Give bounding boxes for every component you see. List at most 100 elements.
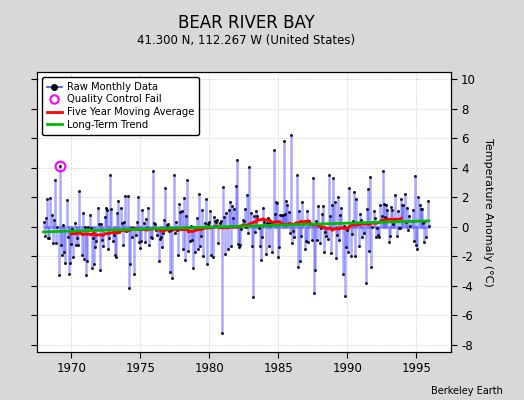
Point xyxy=(347,231,356,237)
Point xyxy=(261,251,270,258)
Point xyxy=(82,272,90,278)
Point xyxy=(364,186,372,192)
Point xyxy=(391,192,400,198)
Point xyxy=(369,208,378,214)
Point xyxy=(238,216,247,223)
Point xyxy=(52,239,60,246)
Point xyxy=(214,240,223,246)
Point xyxy=(224,207,233,214)
Point xyxy=(91,244,100,250)
Point xyxy=(144,205,152,212)
Legend: Raw Monthly Data, Quality Control Fail, Five Year Moving Average, Long-Term Tren: Raw Monthly Data, Quality Control Fail, … xyxy=(42,77,199,134)
Point xyxy=(406,222,414,229)
Point xyxy=(397,196,406,202)
Point xyxy=(312,218,320,224)
Point xyxy=(290,234,299,240)
Point xyxy=(72,242,80,248)
Point xyxy=(360,229,368,236)
Point xyxy=(339,271,347,277)
Point xyxy=(395,224,403,231)
Point xyxy=(188,236,196,243)
Point xyxy=(421,218,430,224)
Point xyxy=(368,224,377,230)
Point xyxy=(344,249,353,255)
Point xyxy=(81,224,89,230)
Point xyxy=(79,210,87,217)
Point xyxy=(319,203,327,209)
Point xyxy=(323,236,332,243)
Point xyxy=(169,172,178,178)
Point xyxy=(303,207,311,214)
Point xyxy=(251,229,259,235)
Point xyxy=(166,268,174,275)
Point xyxy=(314,203,323,210)
Point xyxy=(367,264,376,270)
Text: 41.300 N, 112.267 W (United States): 41.300 N, 112.267 W (United States) xyxy=(137,34,355,47)
Point xyxy=(103,207,111,214)
Point xyxy=(409,206,417,213)
Point xyxy=(401,219,410,226)
Point xyxy=(326,213,334,219)
Point xyxy=(247,243,256,249)
Point xyxy=(310,290,318,296)
Point xyxy=(258,234,266,240)
Point xyxy=(343,227,352,233)
Point xyxy=(134,194,142,201)
Point xyxy=(80,255,88,262)
Point xyxy=(332,255,340,262)
Point xyxy=(222,210,231,216)
Point xyxy=(40,232,49,239)
Point xyxy=(253,213,261,220)
Point xyxy=(198,207,206,214)
Point xyxy=(242,224,250,230)
Point xyxy=(194,191,203,198)
Point xyxy=(86,224,95,231)
Point xyxy=(220,214,228,220)
Point xyxy=(327,250,335,256)
Point xyxy=(297,233,305,239)
Point xyxy=(244,230,253,236)
Point xyxy=(302,238,310,245)
Point xyxy=(322,232,331,239)
Point xyxy=(245,164,254,170)
Point xyxy=(296,258,304,265)
Point xyxy=(191,249,200,255)
Point xyxy=(299,221,308,228)
Point xyxy=(335,237,343,244)
Point xyxy=(50,217,58,224)
Point xyxy=(204,221,212,227)
Point xyxy=(189,265,197,271)
Point xyxy=(173,227,181,233)
Point xyxy=(379,168,387,174)
Point xyxy=(264,215,272,221)
Point xyxy=(270,211,279,217)
Point xyxy=(356,211,364,217)
Point xyxy=(363,206,371,212)
Point xyxy=(316,224,325,231)
Point xyxy=(305,218,313,224)
Point xyxy=(418,206,426,212)
Point xyxy=(104,246,112,253)
Point xyxy=(399,202,408,208)
Point xyxy=(281,210,289,217)
Point xyxy=(121,193,129,200)
Point xyxy=(125,285,133,292)
Point xyxy=(159,230,167,236)
Point xyxy=(84,224,93,230)
Point xyxy=(287,132,295,138)
Point xyxy=(153,232,161,238)
Point xyxy=(321,229,330,236)
Point xyxy=(392,233,401,240)
Point xyxy=(93,205,102,211)
Point xyxy=(156,236,164,242)
Point xyxy=(293,264,302,270)
Point xyxy=(127,225,135,232)
Point xyxy=(90,261,99,267)
Point xyxy=(292,172,301,178)
Point xyxy=(68,226,77,233)
Point xyxy=(175,200,183,207)
Point xyxy=(365,248,373,254)
Point xyxy=(163,220,172,227)
Point xyxy=(122,228,130,234)
Point xyxy=(133,219,141,226)
